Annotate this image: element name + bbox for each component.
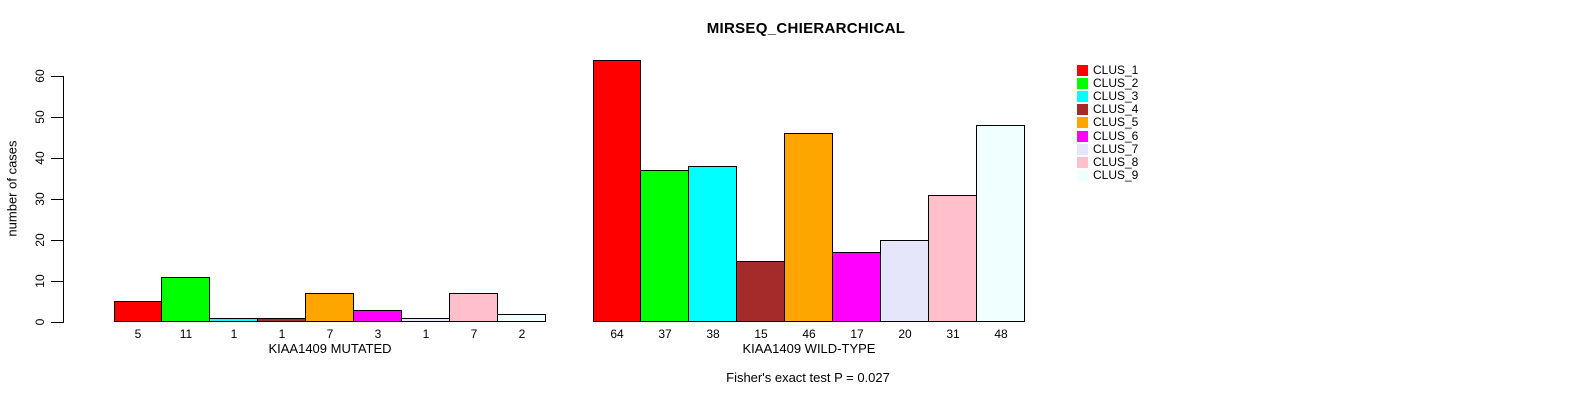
legend-swatch bbox=[1077, 130, 1088, 142]
legend-swatch bbox=[1077, 156, 1088, 168]
legend-item: CLUS_2 bbox=[1077, 75, 1139, 90]
bar-value-label: 1 bbox=[230, 327, 238, 341]
bar-clus_5 bbox=[784, 133, 833, 322]
legend-item: CLUS_4 bbox=[1077, 103, 1138, 116]
y-axis-tick bbox=[51, 281, 63, 282]
legend-swatch bbox=[1077, 64, 1088, 76]
bar-clus_2 bbox=[161, 277, 210, 322]
y-axis-tick-label: 0 bbox=[33, 318, 47, 326]
bar-clus_3 bbox=[209, 318, 258, 322]
y-axis-tick-label: 10 bbox=[33, 274, 47, 288]
y-axis-tick bbox=[51, 158, 63, 159]
bar-clus_2 bbox=[640, 170, 689, 322]
legend-swatch bbox=[1077, 117, 1088, 129]
legend-label: CLUS_8 bbox=[1093, 154, 1139, 169]
y-axis-tick-label: 20 bbox=[33, 233, 47, 247]
y-axis-tick-label: 50 bbox=[33, 110, 47, 124]
legend-item: CLUS_7 bbox=[1077, 141, 1139, 156]
legend-label: CLUS_1 bbox=[1093, 62, 1139, 77]
bar-value-label: 48 bbox=[994, 327, 1008, 341]
bar-value-label: 2 bbox=[518, 327, 526, 341]
bar-value-label: 64 bbox=[610, 327, 624, 341]
bar-clus_4 bbox=[736, 261, 785, 322]
bar-value-label: 37 bbox=[658, 327, 672, 341]
legend-label: CLUS_4 bbox=[1093, 102, 1139, 117]
legend-item: CLUS_5 bbox=[1077, 116, 1138, 129]
legend-item: CLUS_3 bbox=[1077, 88, 1139, 103]
y-axis-tick-label: 60 bbox=[33, 69, 47, 83]
bar-value-label: 1 bbox=[278, 327, 286, 341]
y-axis-tick-label: 40 bbox=[33, 151, 47, 165]
legend-swatch bbox=[1077, 104, 1088, 116]
legend-item: CLUS_1 bbox=[1077, 62, 1139, 77]
bar-clus_6 bbox=[353, 310, 402, 322]
legend-item: CLUS_6 bbox=[1077, 128, 1139, 143]
legend-swatch bbox=[1077, 143, 1088, 155]
bar-value-label: 3 bbox=[374, 327, 382, 341]
bar-value-label: 31 bbox=[946, 327, 960, 341]
legend-label: CLUS_6 bbox=[1093, 128, 1139, 143]
legend-label: CLUS_2 bbox=[1093, 75, 1139, 90]
chart-title: MIRSEQ_CHIERARCHICAL bbox=[706, 20, 906, 37]
y-axis-tick bbox=[51, 117, 63, 118]
y-axis-title: number of cases bbox=[4, 140, 20, 237]
bar-clus_1 bbox=[114, 301, 162, 322]
legend-swatch bbox=[1077, 77, 1088, 89]
bar-value-label: 11 bbox=[179, 327, 193, 341]
bar-clus_7 bbox=[880, 240, 929, 322]
y-axis-tick bbox=[51, 240, 63, 241]
x-axis-label-wild-type: KIAA1409 WILD-TYPE bbox=[742, 341, 876, 356]
legend-item: CLUS_9 bbox=[1077, 169, 1138, 182]
bar-clus_3 bbox=[688, 166, 737, 322]
bar-clus_6 bbox=[832, 252, 881, 322]
legend-label: CLUS_7 bbox=[1093, 141, 1139, 156]
bar-value-label: 5 bbox=[134, 327, 142, 341]
legend-swatch bbox=[1077, 90, 1088, 102]
legend-swatch bbox=[1077, 170, 1088, 182]
y-axis-line bbox=[63, 76, 64, 323]
bar-clus_8 bbox=[449, 293, 498, 322]
bar-clus_9 bbox=[497, 314, 546, 322]
y-axis-tick bbox=[51, 76, 63, 77]
bar-clus_4 bbox=[257, 318, 306, 322]
y-axis-tick bbox=[51, 322, 63, 323]
legend-label: CLUS_5 bbox=[1093, 115, 1139, 130]
fisher-test-annotation: Fisher's exact test P = 0.027 bbox=[726, 370, 890, 385]
bar-value-label: 7 bbox=[326, 327, 334, 341]
bar-value-label: 20 bbox=[898, 327, 912, 341]
bar-clus_9 bbox=[976, 125, 1025, 322]
bar-clus_5 bbox=[305, 293, 354, 322]
bar-clus_1 bbox=[593, 60, 641, 322]
bar-value-label: 38 bbox=[706, 327, 720, 341]
bar-clus_8 bbox=[928, 195, 977, 322]
legend-label: CLUS_3 bbox=[1093, 88, 1139, 103]
y-axis-tick-label: 30 bbox=[33, 192, 47, 206]
bar-value-label: 46 bbox=[802, 327, 816, 341]
bar-value-label: 1 bbox=[422, 327, 430, 341]
y-axis-tick bbox=[51, 199, 63, 200]
legend-item: CLUS_8 bbox=[1077, 154, 1139, 169]
bar-value-label: 15 bbox=[754, 327, 768, 341]
bar-value-label: 17 bbox=[850, 327, 864, 341]
bar-clus_7 bbox=[401, 318, 450, 322]
bar-value-label: 7 bbox=[470, 327, 478, 341]
legend-label: CLUS_9 bbox=[1093, 168, 1139, 183]
x-axis-label-mutated: KIAA1409 MUTATED bbox=[268, 341, 392, 356]
